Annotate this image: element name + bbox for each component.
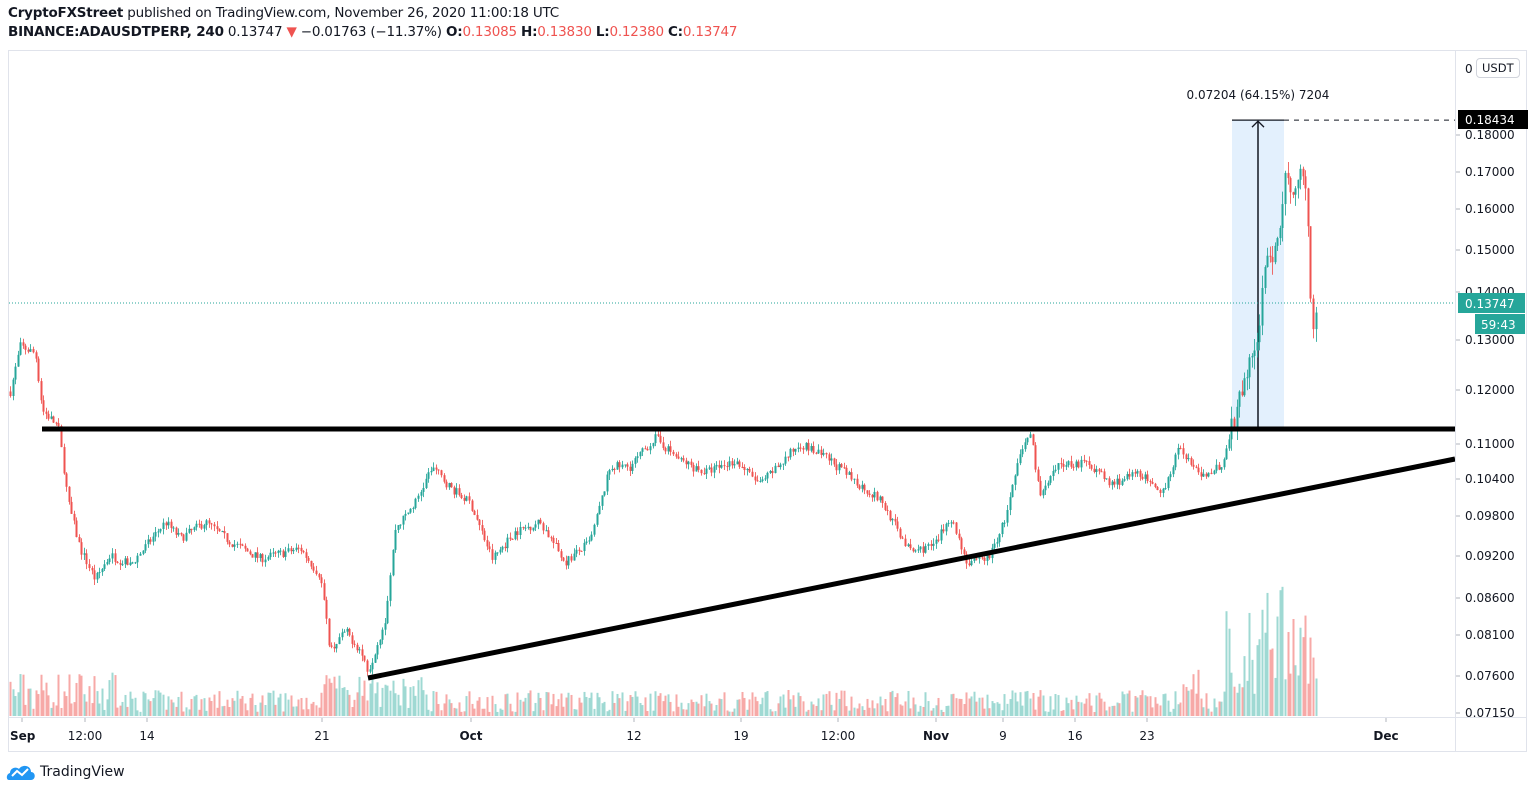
- svg-text:0.07600: 0.07600: [1465, 669, 1515, 683]
- high-label: H:: [520, 24, 538, 40]
- down-arrow-icon: ▼: [286, 24, 297, 40]
- price-axis[interactable]: 0.180000.170000.160000.150000.140000.130…: [8, 50, 1528, 752]
- svg-text:12:00: 12:00: [68, 729, 103, 743]
- volume-bars: [9, 586, 1318, 716]
- svg-text:0.15000: 0.15000: [1465, 243, 1515, 257]
- svg-text:59:43: 59:43: [1481, 318, 1516, 332]
- svg-text:Dec: Dec: [1373, 729, 1398, 743]
- svg-text:0.18434: 0.18434: [1465, 113, 1515, 127]
- publisher-name[interactable]: CryptoFXStreet: [8, 5, 124, 21]
- price-change: −0.01763 (−11.37%): [300, 24, 442, 40]
- svg-text:0.08100: 0.08100: [1465, 628, 1515, 642]
- svg-text:0.10400: 0.10400: [1465, 472, 1515, 486]
- svg-text:0.18000: 0.18000: [1465, 128, 1515, 142]
- tradingview-cloud-icon: [6, 765, 35, 780]
- svg-text:0.16000: 0.16000: [1465, 202, 1515, 216]
- symbol-legend: BINANCE:ADAUSDTPERP, 240 0.13747 ▼ −0.01…: [8, 24, 738, 40]
- low-value: 0.12380: [609, 24, 664, 40]
- tradingview-logo[interactable]: TradingView: [6, 763, 125, 781]
- trendlines[interactable]: [9, 302, 1456, 681]
- published-text: published on TradingView.com, November 2…: [123, 5, 559, 21]
- svg-text:0.08600: 0.08600: [1465, 591, 1515, 605]
- svg-text:Oct: Oct: [459, 729, 482, 743]
- svg-text:Sep: Sep: [10, 729, 36, 743]
- brand-name: TradingView: [40, 764, 125, 780]
- publish-info: CryptoFXStreet published on TradingView.…: [8, 5, 559, 21]
- measure-label: 0.07204 (64.15%) 7204: [1187, 88, 1330, 102]
- svg-text:12:00: 12:00: [821, 729, 856, 743]
- svg-text:9: 9: [999, 729, 1007, 743]
- candlesticks: [9, 161, 1318, 676]
- open-value: 0.13085: [462, 24, 517, 40]
- currency-button[interactable]: USDT: [1476, 58, 1520, 78]
- svg-text:0.11000: 0.11000: [1465, 437, 1515, 451]
- chart-frame: [8, 50, 1527, 752]
- svg-text:0.12000: 0.12000: [1465, 383, 1515, 397]
- svg-text:19: 19: [733, 729, 748, 743]
- low-label: L:: [595, 24, 610, 40]
- svg-text:0: 0: [1465, 62, 1473, 76]
- measure-tool[interactable]: [1232, 119, 1455, 431]
- close-value: 0.13747: [682, 24, 738, 40]
- svg-text:0.13000: 0.13000: [1465, 333, 1515, 347]
- svg-text:0.09200: 0.09200: [1465, 549, 1515, 563]
- svg-text:14: 14: [139, 729, 154, 743]
- svg-text:0.13747: 0.13747: [1465, 297, 1515, 311]
- svg-text:23: 23: [1139, 729, 1154, 743]
- svg-text:Nov: Nov: [923, 729, 949, 743]
- svg-text:0.09800: 0.09800: [1465, 509, 1515, 523]
- svg-text:0.07150: 0.07150: [1465, 706, 1515, 720]
- svg-text:16: 16: [1067, 729, 1082, 743]
- high-value: 0.13830: [537, 24, 592, 40]
- last-price: 0.13747: [227, 24, 283, 40]
- ascending-trendline: [367, 456, 1456, 681]
- svg-text:0.17000: 0.17000: [1465, 165, 1515, 179]
- symbol-name: BINANCE:ADAUSDTPERP, 240: [8, 24, 224, 40]
- open-label: O:: [445, 24, 463, 40]
- time-axis[interactable]: Sep 12:00 14 21 Oct 12 19 12:00 Nov 9 16 23 Dec: [10, 718, 1399, 743]
- close-label: C:: [667, 24, 683, 40]
- svg-text:21: 21: [314, 729, 329, 743]
- svg-text:12: 12: [626, 729, 641, 743]
